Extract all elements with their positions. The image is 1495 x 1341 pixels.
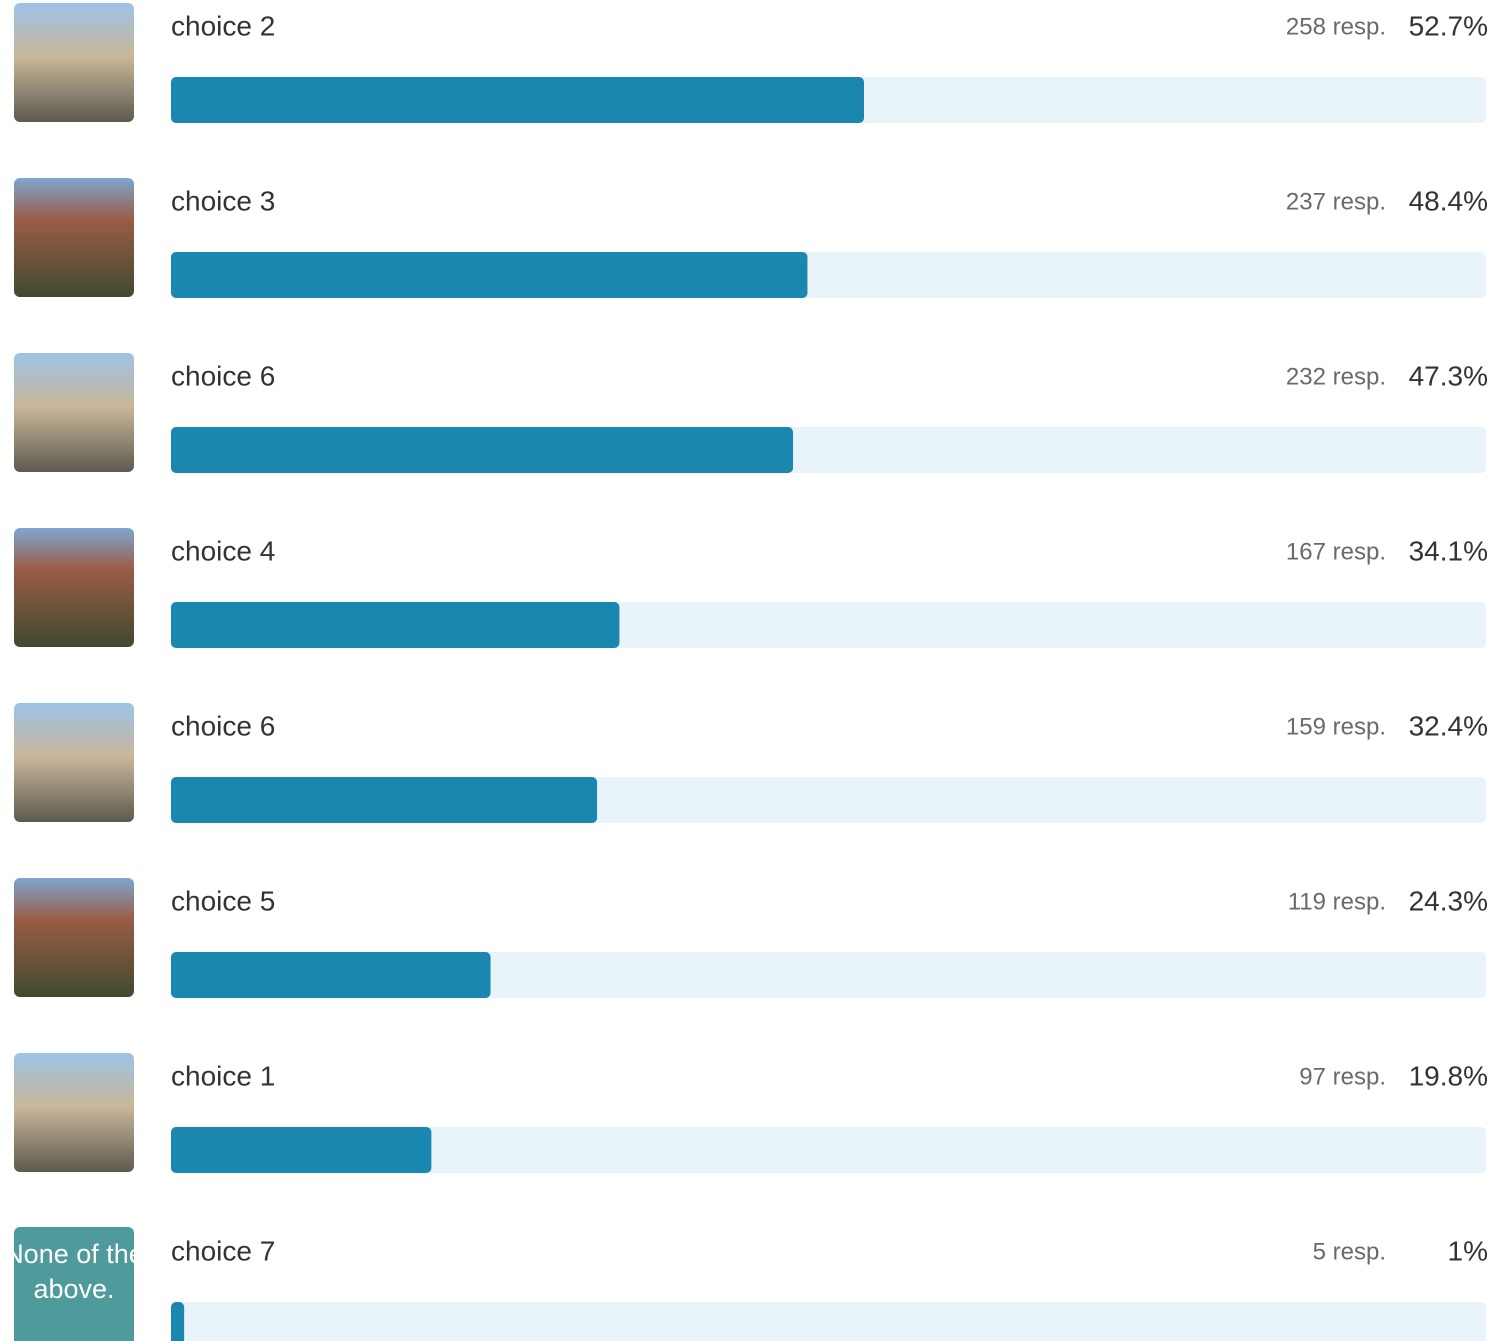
response-count: 258 resp. bbox=[1286, 13, 1386, 40]
thumbnail bbox=[14, 353, 134, 472]
choice-label: choice 7 bbox=[171, 1235, 275, 1266]
percent-label: 24.3% bbox=[1409, 885, 1488, 916]
choice-label: choice 5 bbox=[171, 885, 275, 916]
percent-label: 19.8% bbox=[1409, 1060, 1488, 1091]
thumbnail bbox=[14, 178, 134, 297]
percent-label: 47.3% bbox=[1409, 360, 1488, 391]
bar bbox=[171, 952, 491, 998]
thumbnail-line: above. bbox=[33, 1274, 114, 1304]
response-count: 237 resp. bbox=[1286, 188, 1386, 215]
thumbnail bbox=[14, 1053, 134, 1172]
response-count: 5 resp. bbox=[1313, 1238, 1386, 1265]
bar-track bbox=[171, 1302, 1486, 1341]
thumbnail-line: None of the bbox=[4, 1239, 144, 1269]
response-count: 119 resp. bbox=[1288, 888, 1386, 915]
choice-label: choice 3 bbox=[171, 185, 275, 216]
bar bbox=[171, 602, 620, 648]
thumbnail bbox=[14, 3, 134, 122]
bar bbox=[171, 1302, 185, 1341]
bar bbox=[171, 1127, 432, 1173]
bar bbox=[171, 427, 793, 473]
percent-label: 52.7% bbox=[1409, 10, 1488, 41]
bar bbox=[171, 252, 808, 298]
choice-label: choice 2 bbox=[171, 10, 275, 41]
choice-label: choice 1 bbox=[171, 1060, 275, 1091]
thumbnail-bg bbox=[14, 1227, 134, 1341]
percent-label: 1% bbox=[1448, 1235, 1488, 1266]
choice-label: choice 4 bbox=[171, 535, 275, 566]
response-count: 97 resp. bbox=[1299, 1063, 1386, 1090]
choice-label: choice 6 bbox=[171, 710, 275, 741]
response-count: 159 resp. bbox=[1286, 713, 1386, 740]
response-count: 232 resp. bbox=[1286, 363, 1386, 390]
bar bbox=[171, 77, 865, 123]
bar-track bbox=[171, 952, 1486, 998]
percent-label: 32.4% bbox=[1409, 710, 1488, 741]
thumbnail-text: None of the above. bbox=[4, 1239, 144, 1304]
thumbnail bbox=[14, 703, 134, 822]
response-count: 167 resp. bbox=[1286, 538, 1386, 565]
choice-label: choice 6 bbox=[171, 360, 275, 391]
bar bbox=[171, 777, 598, 823]
thumbnail bbox=[14, 528, 134, 647]
percent-label: 34.1% bbox=[1409, 535, 1488, 566]
thumbnail: None of the above. bbox=[4, 1227, 144, 1341]
percent-label: 48.4% bbox=[1409, 185, 1488, 216]
thumbnail bbox=[14, 878, 134, 997]
bar-track bbox=[171, 1127, 1486, 1173]
